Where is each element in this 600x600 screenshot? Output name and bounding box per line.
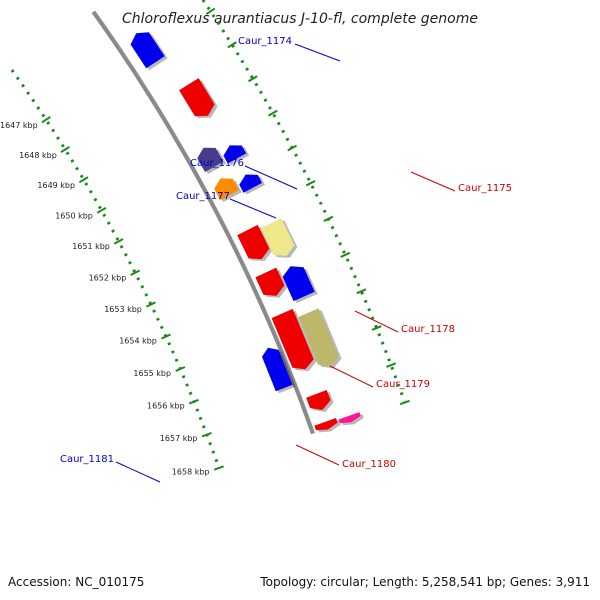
gene-arrow[interactable] <box>306 390 331 410</box>
tick-mark-inner <box>213 465 225 471</box>
gene-arrow[interactable] <box>338 412 361 424</box>
gene-caur-1180b[interactable] <box>298 308 342 369</box>
tick-mark-inner <box>161 333 171 340</box>
ruler-outer <box>201 0 406 402</box>
backbone-track <box>91 10 316 435</box>
tick-mark-inner <box>41 116 51 124</box>
leader-line <box>410 171 456 192</box>
gene-labels: Caur_1174 Caur_1175 Caur_1176 Caur_1177 Caur… <box>60 36 512 483</box>
gene-label-caur-1176: Caur_1176 <box>190 158 244 169</box>
gene-label-caur-1178: Caur_1178 <box>401 324 455 335</box>
gene-arrow[interactable] <box>314 418 338 431</box>
tick-label: 1651 kbp <box>72 242 110 251</box>
tick-mark-outer <box>399 399 410 406</box>
tick-label: 1658 kbp <box>172 467 210 476</box>
gene-caur-1179b[interactable] <box>282 266 318 304</box>
tick-mark-inner <box>145 301 156 308</box>
gene-label-caur-1179: Caur_1179 <box>376 379 430 390</box>
tick-mark-inner <box>78 176 89 184</box>
accession-label: Accession: NC_010175 <box>8 575 144 589</box>
gene-arrow[interactable] <box>271 308 314 370</box>
gene-caur-1181[interactable] <box>262 347 296 394</box>
gene-arrow[interactable] <box>179 78 215 117</box>
ruler-inner <box>10 69 221 468</box>
tick-label: 1648 kbp <box>19 151 57 160</box>
tick-mark-outer <box>371 325 382 331</box>
gene-caur-1182[interactable] <box>306 390 334 412</box>
tick-mark-outer <box>205 7 216 15</box>
leader-line <box>295 444 340 466</box>
gene-caur-1176[interactable] <box>197 147 227 174</box>
tick-mark-outer <box>248 75 258 83</box>
leader-line <box>354 310 399 333</box>
gene-arrow[interactable] <box>239 174 262 193</box>
tick-mark-outer <box>287 144 298 152</box>
gene-label-caur-1174: Caur_1174 <box>238 36 292 47</box>
gene-caur-1180[interactable] <box>271 308 317 372</box>
tick-mark-inner <box>175 366 186 372</box>
backbone-arc <box>91 10 315 435</box>
tick-mark-inner <box>113 238 124 245</box>
gene-label-caur-1177: Caur_1177 <box>176 191 230 202</box>
tick-mark-outer <box>323 215 334 222</box>
tick-mark-outer <box>227 41 237 49</box>
tick-label: 1657 kbp <box>160 434 198 443</box>
tick-mark-inner <box>201 432 212 438</box>
leader-line <box>329 365 374 388</box>
gene-arrow[interactable] <box>223 145 247 164</box>
tick-mark-outer <box>386 362 397 368</box>
tick-label: 1655 kbp <box>133 369 171 378</box>
leader-line <box>115 461 161 483</box>
tick-labels: 1647 kbp 1648 kbp 1649 kbp 1650 kbp 1651 kbp… <box>0 121 210 476</box>
topology-info: Topology: circular; Length: 5,258,541 bp… <box>259 575 590 589</box>
gene-caur-1175[interactable] <box>179 78 218 119</box>
gene-label-caur-1180: Caur_1180 <box>342 459 396 470</box>
tick-mark-inner <box>188 398 199 405</box>
leader-line <box>294 43 341 62</box>
tick-label: 1649 kbp <box>37 181 75 190</box>
tick-mark-outer <box>268 109 278 117</box>
tick-label: 1647 kbp <box>0 121 38 130</box>
gene-arrow[interactable] <box>255 267 285 296</box>
gene-label-caur-1175: Caur_1175 <box>458 183 512 194</box>
gene-arrow[interactable] <box>197 147 224 172</box>
tick-mark-inner <box>60 145 70 153</box>
leader-line <box>244 165 298 190</box>
ruler-tracks <box>10 0 410 471</box>
gene-track <box>130 32 364 433</box>
gene-arrow[interactable] <box>237 224 270 260</box>
gene-caur-1176b[interactable] <box>223 145 250 166</box>
gene-arrow[interactable] <box>214 178 239 201</box>
gene-caur-1183b[interactable] <box>338 412 364 426</box>
gene-caur-1177b[interactable] <box>239 174 266 195</box>
gene-label-caur-1181: Caur_1181 <box>60 454 114 465</box>
tick-label: 1653 kbp <box>104 305 142 314</box>
tick-label: 1652 kbp <box>89 273 127 282</box>
map-title: Chloroflexus aurantiacus J-10-fl, comple… <box>122 11 478 27</box>
tick-mark-outer <box>305 180 316 187</box>
gene-caur-1177[interactable] <box>214 178 242 203</box>
tick-mark-inner <box>130 269 141 276</box>
tick-label: 1656 kbp <box>147 401 185 410</box>
gene-caur-1183[interactable] <box>314 418 341 433</box>
gene-caur-1179[interactable] <box>255 267 288 298</box>
tick-mark-outer <box>340 251 351 258</box>
tick-label: 1654 kbp <box>119 337 157 346</box>
gene-caur-1178b[interactable] <box>260 218 298 258</box>
gene-arrow[interactable] <box>260 218 295 256</box>
gene-arrow[interactable] <box>282 266 315 302</box>
gene-arrow[interactable] <box>298 308 339 367</box>
gene-arrow[interactable] <box>262 347 293 392</box>
leader-line <box>229 198 277 219</box>
tick-label: 1650 kbp <box>55 211 93 220</box>
tick-mark-outer <box>356 288 367 295</box>
gene-arrow[interactable] <box>130 32 165 69</box>
gene-caur-1174[interactable] <box>130 32 168 71</box>
tick-mark-inner <box>96 207 107 214</box>
